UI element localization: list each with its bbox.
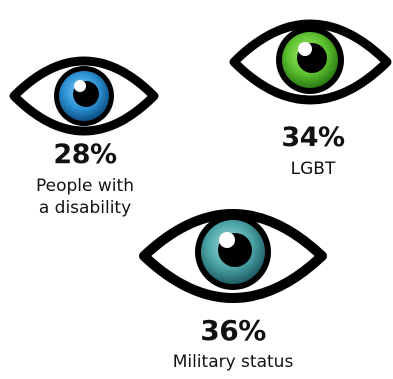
disability-percentage: 28% xyxy=(53,139,117,170)
disability-caption-line1: People with xyxy=(36,176,134,196)
eye-icon-disability xyxy=(9,56,159,136)
lgbt-percentage: 34% xyxy=(281,122,345,153)
lgbt-caption: LGBT xyxy=(258,158,368,180)
military-caption: Military status xyxy=(143,351,323,373)
lgbt-caption-line1: LGBT xyxy=(290,159,336,179)
military-caption-line1: Military status xyxy=(172,352,294,372)
military-percentage: 36% xyxy=(200,314,266,347)
eye-icon-lgbt xyxy=(229,19,392,105)
eye-icon-military xyxy=(139,209,327,303)
disability-caption: People with a disability xyxy=(14,175,156,219)
disability-caption-line2: a disability xyxy=(38,198,132,218)
